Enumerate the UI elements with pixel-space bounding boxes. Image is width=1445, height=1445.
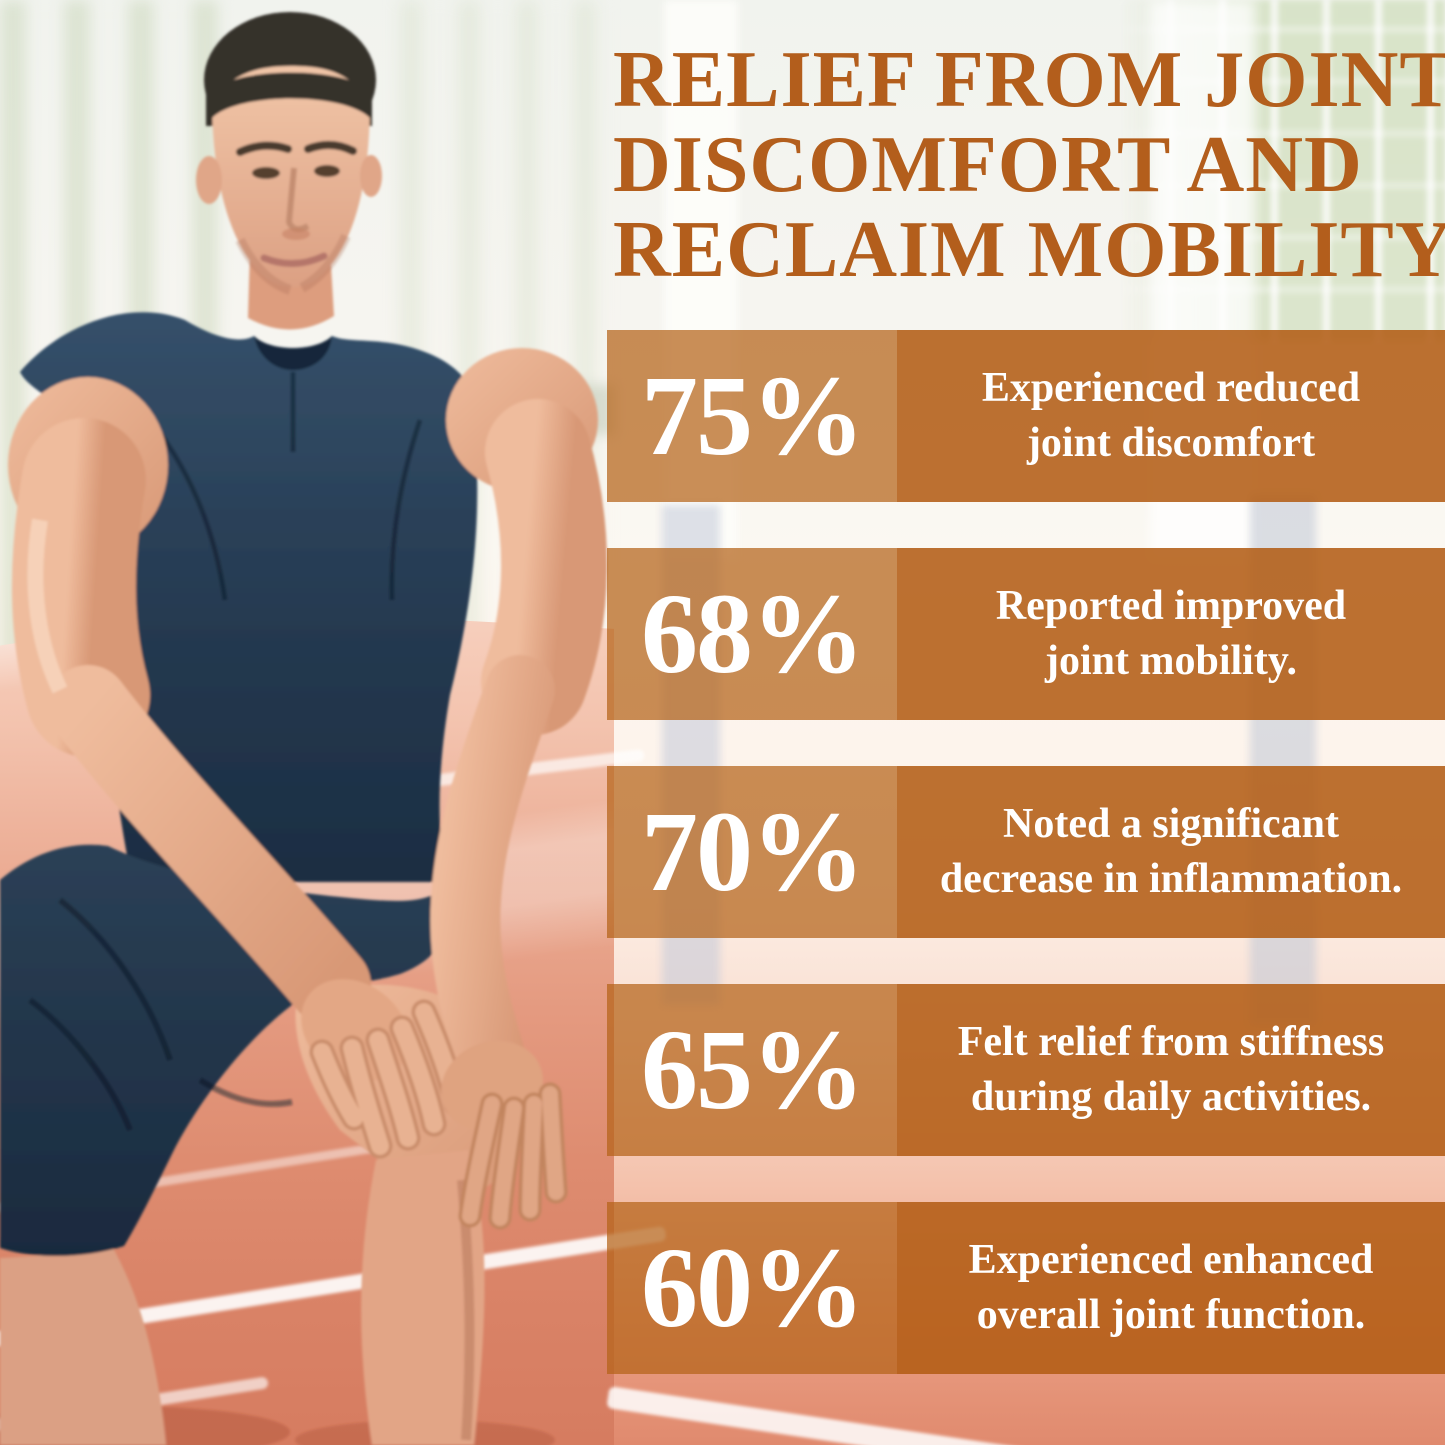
stat-value: 68% bbox=[607, 548, 897, 720]
headline: RELIEF FROM JOINT DISCOMFORT AND RECLAIM… bbox=[613, 38, 1445, 293]
stat-value: 70% bbox=[607, 766, 897, 938]
stat-row: 60% Experienced enhanced overall joint f… bbox=[607, 1202, 1445, 1374]
stat-description: Experienced enhanced overall joint funct… bbox=[897, 1202, 1445, 1374]
stat-value: 75% bbox=[607, 330, 897, 502]
shirt-collar bbox=[254, 336, 332, 370]
athlete-back-leg bbox=[0, 1246, 166, 1445]
stat-row: 75% Experienced reduced joint discomfort bbox=[607, 330, 1445, 502]
athlete-photo bbox=[0, 12, 607, 1445]
stat-row: 68% Reported improved joint mobility. bbox=[607, 548, 1445, 720]
headline-line: DISCOMFORT AND bbox=[613, 121, 1363, 209]
athlete-left-forearm bbox=[47, 665, 371, 1026]
shorts-folds bbox=[28, 897, 293, 1132]
stat-description-text: Noted a significant decrease in inflamma… bbox=[939, 801, 1403, 902]
track-lane-line bbox=[606, 1386, 1164, 1445]
stat-description-text: Experienced reduced joint discomfort bbox=[981, 365, 1361, 466]
athlete-right-forearm bbox=[430, 655, 555, 1097]
athlete-left-upper-arm bbox=[11, 418, 150, 757]
stat-description-text: Experienced enhanced overall joint funct… bbox=[968, 1237, 1374, 1338]
headline-line: RECLAIM MOBILITY bbox=[613, 206, 1445, 294]
stat-description: Reported improved joint mobility. bbox=[897, 548, 1445, 720]
stat-description: Noted a significant decrease in inflamma… bbox=[897, 766, 1445, 938]
stat-description-text: Reported improved joint mobility. bbox=[995, 583, 1347, 684]
stat-description: Experienced reduced joint discomfort bbox=[897, 330, 1445, 502]
athlete-shin bbox=[361, 1150, 485, 1445]
headline-line: RELIEF FROM JOINT bbox=[613, 36, 1445, 124]
stat-description-text: Felt relief from stiffness during daily … bbox=[957, 1019, 1385, 1120]
stat-description: Felt relief from stiffness during daily … bbox=[897, 984, 1445, 1156]
athlete-hands bbox=[301, 979, 568, 1230]
athlete-head bbox=[196, 12, 382, 295]
athlete-right-upper-arm bbox=[481, 399, 607, 735]
stat-row: 65% Felt relief from stiffness during da… bbox=[607, 984, 1445, 1156]
arm-highlight bbox=[27, 518, 68, 694]
stat-value: 65% bbox=[607, 984, 897, 1156]
stat-row: 70% Noted a significant decrease in infl… bbox=[607, 766, 1445, 938]
stat-value: 60% bbox=[607, 1202, 897, 1374]
